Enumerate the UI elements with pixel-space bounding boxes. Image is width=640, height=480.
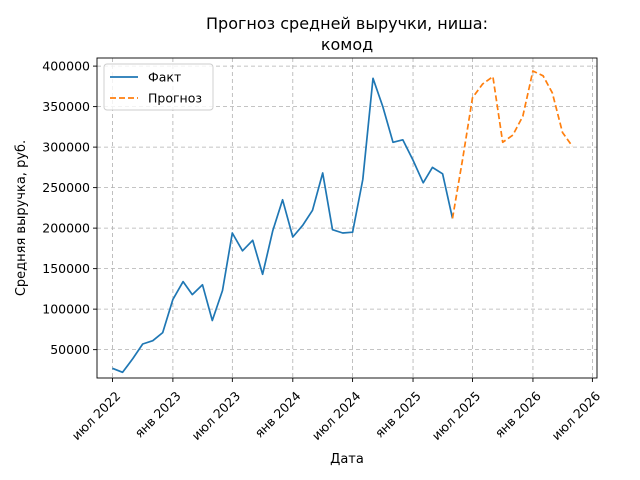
y-tick-label: 400000 [42, 59, 90, 74]
chart-title: Прогноз средней выручки, ниша: комод [206, 14, 488, 54]
y-tick-label: 50000 [50, 342, 90, 357]
series-line-fact [112, 77, 454, 374]
y-tick-label: 100000 [42, 302, 90, 317]
legend-label-forecast: Прогноз [148, 91, 202, 106]
y-tick-label: 200000 [42, 221, 90, 236]
y-tick-label: 250000 [42, 180, 90, 195]
y-tick-label: 350000 [42, 99, 90, 114]
legend-label-fact: Факт [148, 70, 181, 85]
y-tick-label: 300000 [42, 140, 90, 155]
y-axis-ticks: 50000 100000 150000 200000 250000 300000 35000… [42, 59, 97, 357]
plot-frame [96, 57, 598, 379]
grid-lines [97, 58, 597, 378]
chart-title-line-1: Прогноз средней выручки, ниша: [206, 14, 488, 33]
legend: Факт Прогноз [103, 63, 214, 111]
y-axis-label: Средняя выручка, руб. [14, 140, 29, 296]
x-axis-label: Дата [330, 452, 364, 467]
chart-title-line-2: комод [321, 35, 373, 54]
y-tick-label: 150000 [42, 261, 90, 276]
series-layer [112, 70, 574, 374]
